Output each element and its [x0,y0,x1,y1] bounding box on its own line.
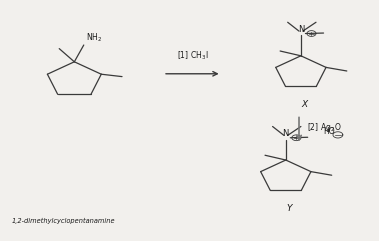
Text: HO: HO [324,127,335,136]
Text: [2] Ag$_2$O: [2] Ag$_2$O [307,120,341,134]
Text: X: X [302,100,308,109]
Text: 1,2-dimethylcyclopentanamine: 1,2-dimethylcyclopentanamine [12,217,116,224]
Text: Y: Y [287,204,292,213]
Text: N: N [298,25,304,34]
Text: N: N [283,129,289,139]
Text: [1] CH$_3$I: [1] CH$_3$I [177,49,208,62]
Text: NH$_2$: NH$_2$ [86,31,102,44]
